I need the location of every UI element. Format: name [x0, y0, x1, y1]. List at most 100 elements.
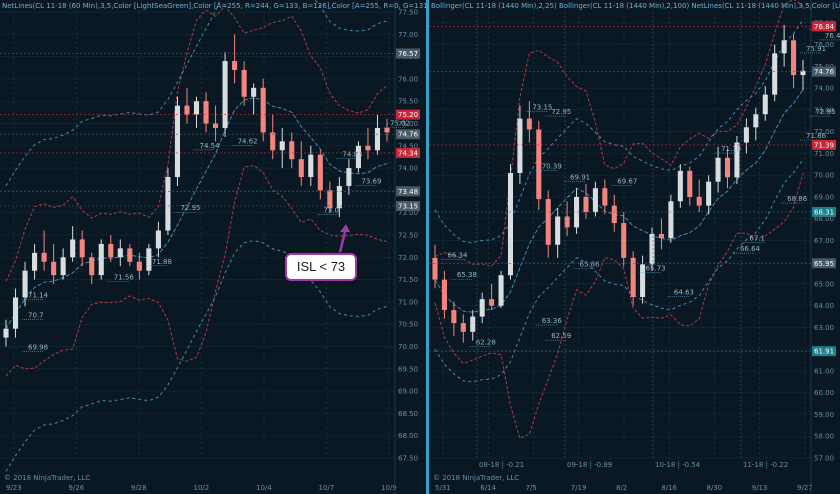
y-tick-label: 77.00 — [398, 31, 418, 39]
x-tick-label: 10/9 — [381, 484, 397, 492]
left-chart-panel[interactable]: 77.5077.0076.5076.0075.5075.0074.5074.00… — [0, 0, 427, 494]
panel-divider[interactable] — [426, 0, 430, 494]
candle-body — [174, 105, 181, 178]
candle-body — [574, 196, 580, 228]
right-candlestick-chart[interactable]: 77.0076.0075.0074.0073.0072.0071.0070.00… — [429, 0, 840, 494]
price-label: 73.69 — [361, 177, 381, 185]
price-label: 65.38 — [457, 271, 477, 279]
y-tick-label: 73.00 — [398, 209, 418, 217]
x-tick-label: 9/27 — [797, 484, 813, 492]
moving-average-line — [434, 89, 804, 313]
y-tick-label: 60.00 — [814, 389, 834, 397]
copyright-footer: © 2018 NinjaTrader, LLC — [4, 474, 90, 482]
right-chart-panel[interactable]: 77.0076.0075.0074.0073.0072.0071.0070.00… — [429, 0, 840, 494]
price-badge-label: 73.48 — [398, 188, 418, 196]
candle-body — [564, 216, 570, 228]
price-label: 72.95 — [815, 108, 835, 116]
candle-body — [117, 248, 123, 258]
price-badge — [812, 346, 836, 357]
candle-body — [724, 157, 731, 178]
price-label: 67.1 — [749, 234, 765, 242]
right-indicator-header: Bollinger(CL 11-18 (1440 Min),2,25) Boll… — [431, 2, 840, 10]
candle-body — [498, 275, 504, 306]
candle-body — [658, 233, 664, 239]
candle-body — [251, 87, 257, 97]
price-label: 64.63 — [674, 289, 694, 297]
y-tick-label: 68.00 — [814, 215, 834, 223]
candle-body — [22, 270, 28, 298]
price-badge — [812, 21, 836, 32]
candle-body — [51, 261, 57, 276]
candle-body — [222, 61, 228, 128]
price-label: 73.15 — [532, 104, 552, 112]
y-tick-label: 59.00 — [814, 411, 834, 419]
candle-body — [743, 127, 749, 143]
price-label: 76.47 — [825, 32, 840, 40]
y-tick-label: 71.00 — [398, 298, 418, 306]
y-tick-label: 72.00 — [814, 128, 834, 136]
candle-body — [165, 177, 171, 231]
candle-body — [136, 261, 142, 271]
x-tick-label: 9/28 — [131, 484, 147, 492]
candle-body — [649, 233, 655, 265]
candle-body — [260, 87, 266, 133]
y-tick-label: 65.00 — [814, 280, 834, 288]
price-badge — [396, 201, 420, 212]
upper-bollinger-band — [5, 5, 388, 282]
candle-body — [441, 279, 447, 311]
y-tick-label: 72.00 — [398, 254, 418, 262]
y-tick-label: 68.00 — [398, 432, 418, 440]
candle-body — [70, 239, 76, 258]
price-badge — [812, 66, 836, 77]
candle-body — [592, 188, 598, 213]
candle-body — [791, 40, 797, 76]
candle-body — [98, 243, 104, 276]
price-label: 75.02 — [390, 120, 410, 128]
price-label: 75.91 — [806, 45, 826, 53]
candle-body — [212, 123, 219, 128]
candle-body — [800, 70, 806, 76]
candle-body — [41, 252, 47, 262]
x-tick-label: 8/2 — [616, 484, 627, 492]
price-label: 66.64 — [740, 245, 761, 253]
candle-body — [536, 129, 542, 200]
candle-body — [526, 118, 532, 130]
candle-body — [155, 230, 161, 249]
outer-lower-band — [5, 240, 388, 472]
left-candlestick-chart[interactable]: 77.5077.0076.5076.0075.5075.0074.5074.00… — [0, 0, 427, 494]
price-badge-label: 73.15 — [398, 203, 418, 211]
price-label: 71.88 — [152, 258, 172, 266]
price-label: 62.59 — [551, 332, 571, 340]
price-label: 70.7 — [28, 311, 44, 319]
candle-body — [241, 69, 247, 97]
candle-body — [677, 170, 683, 202]
candle-body — [317, 154, 323, 191]
candle-body — [715, 157, 721, 182]
candle-body — [602, 188, 608, 206]
x-tick-label: 10/4 — [256, 484, 272, 492]
price-badge-label: 61.91 — [814, 348, 834, 356]
lower-bollinger-band — [5, 164, 388, 377]
candle-body — [327, 190, 333, 209]
x-tick-label: 7/19 — [571, 484, 587, 492]
price-label: 71.86 — [806, 132, 827, 140]
contract-label: 10-18 | -0.54 — [655, 461, 701, 469]
candle-body — [298, 159, 304, 178]
y-tick-label: 69.00 — [814, 193, 834, 201]
y-tick-label: 74.00 — [814, 85, 834, 93]
left-indicator-header: NetLines(CL 11-18 (60 Min),3,5,Color [Li… — [2, 2, 427, 10]
y-tick-label: 72.50 — [398, 232, 418, 240]
candle-body — [12, 297, 19, 329]
copyright-footer: © 2018 NinjaTrader, LLC — [433, 474, 519, 482]
candle-body — [279, 141, 285, 151]
price-label: 71.56 — [114, 273, 135, 281]
candle-body — [621, 223, 627, 258]
isl-annotation-box: ISL < 73 — [285, 253, 357, 281]
y-tick-label: 57.00 — [814, 455, 834, 463]
candle-body — [127, 248, 133, 262]
y-tick-label: 76.00 — [398, 75, 418, 83]
price-badge-label: 76.84 — [814, 23, 835, 31]
y-tick-label: 58.00 — [814, 433, 834, 441]
candle-body — [3, 328, 9, 338]
y-tick-label: 69.50 — [398, 365, 418, 373]
